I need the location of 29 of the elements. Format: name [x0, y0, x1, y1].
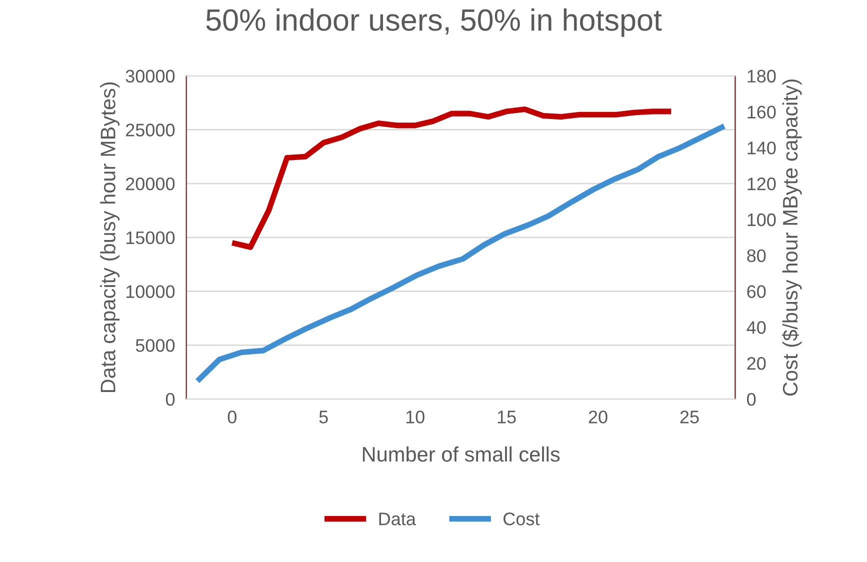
x-tick-label: 0: [228, 410, 236, 424]
x-tick-label: 20: [588, 410, 608, 424]
y2-tick-label: 120: [748, 178, 776, 190]
y2-tick-label: 100: [748, 213, 776, 226]
x-tick-label: 5: [319, 410, 328, 424]
y-tick-label: 30000: [126, 70, 175, 83]
y2-tick-label: 0: [747, 392, 756, 406]
y-tick-label: 5000: [136, 339, 175, 352]
x-tick-label: 25: [680, 410, 699, 424]
y2-tick-label: 20: [747, 357, 766, 370]
y-tick-label: 15000: [126, 231, 175, 244]
chart-title: 50% indoor users, 50% in hotspot: [206, 8, 662, 37]
y-tick-label: 20000: [126, 178, 175, 190]
x-tick-label: 10: [406, 410, 424, 424]
legend-label: Data: [379, 512, 416, 526]
y2-tick-label: 80: [747, 249, 766, 262]
y-tick-label: 10000: [126, 285, 175, 298]
x-axis-title: Number of small cells: [362, 446, 560, 462]
x-tick-label: 15: [498, 410, 516, 424]
y-tick-label: 0: [166, 392, 175, 406]
y2-tick-label: 180: [748, 70, 776, 83]
legend-label: Cost: [504, 512, 540, 526]
y-tick-label: 25000: [126, 124, 175, 136]
y2-tick-label: 140: [748, 142, 776, 154]
y2-tick-label: 160: [748, 106, 776, 118]
y2-axis-title: Cost ($/busy hour MByte capacity): [782, 80, 802, 396]
y2-tick-label: 60: [747, 285, 766, 298]
y2-tick-label: 40: [746, 321, 766, 334]
y-axis-title: Data capacity (busy hour MBytes): [100, 82, 120, 392]
